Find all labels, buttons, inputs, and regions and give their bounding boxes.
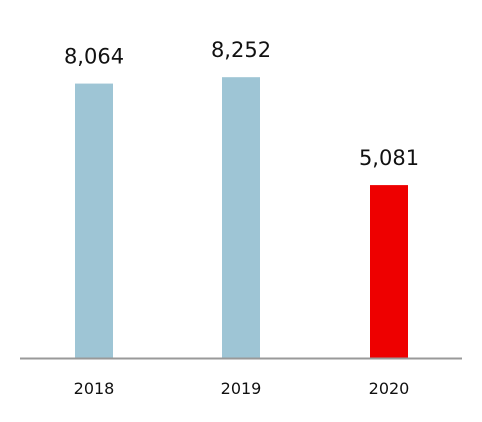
bars-group bbox=[75, 77, 408, 358]
value-label-2020: 5,081 bbox=[359, 146, 419, 170]
x-tick-label-2019: 2019 bbox=[221, 379, 262, 398]
value-label-2019: 8,252 bbox=[211, 38, 271, 62]
bar-2018 bbox=[75, 83, 113, 358]
x-tick-label-2020: 2020 bbox=[369, 379, 410, 398]
bar-2019 bbox=[222, 77, 260, 358]
x-tick-label-2018: 2018 bbox=[74, 379, 115, 398]
bar-2020 bbox=[370, 185, 408, 358]
x-tick-labels-group: 2018 2019 2020 bbox=[74, 379, 410, 398]
value-labels-group: 8,064 8,252 5,081 bbox=[64, 38, 419, 170]
value-label-2018: 8,064 bbox=[64, 45, 124, 69]
